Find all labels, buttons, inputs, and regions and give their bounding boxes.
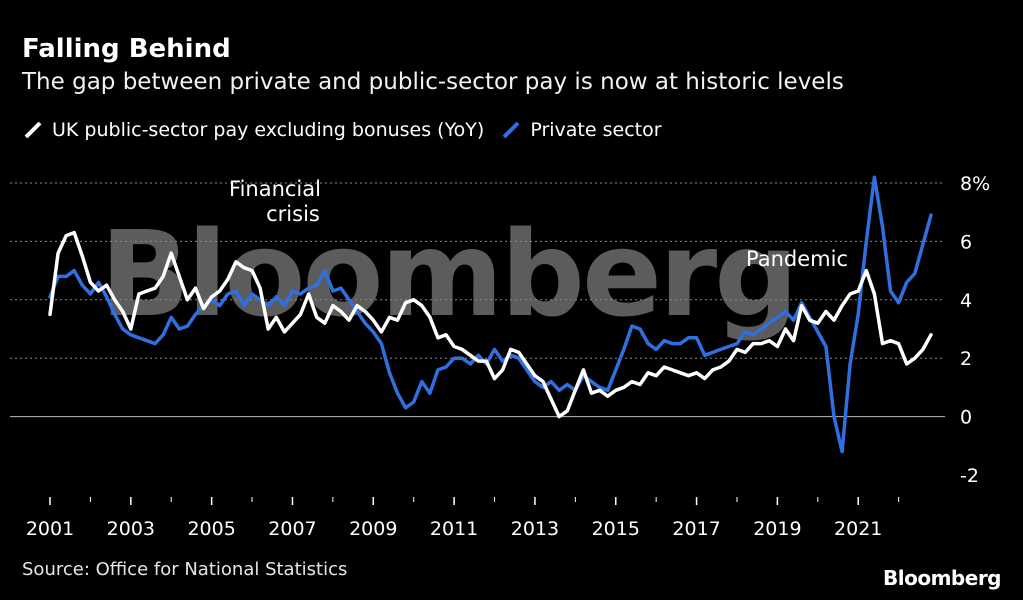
y-tick-label: -2 [960, 465, 979, 487]
x-tick-label: 2001 [26, 518, 74, 540]
source-note: Source: Office for National Statistics [22, 559, 348, 580]
x-tick-label: 2021 [834, 518, 882, 540]
y-tick-label: 4 [960, 290, 972, 312]
legend: UK public-sector pay excluding bonuses (… [22, 119, 678, 141]
y-tick-label: 0 [960, 407, 972, 429]
annotation-pandemic: Pandemic [746, 247, 848, 271]
x-tick-label: 2011 [430, 518, 478, 540]
public-sector-line [48, 230, 933, 419]
annotation-financial-crisis: crisis [266, 202, 320, 226]
y-tick-label: 2 [960, 348, 972, 370]
legend-private-label: Private sector [530, 119, 662, 141]
chart-title: Falling Behind [22, 34, 231, 64]
legend-item-public: UK public-sector pay excluding bonuses (… [22, 119, 484, 141]
legend-public-label: UK public-sector pay excluding bonuses (… [52, 119, 485, 141]
x-tick-label: 2007 [268, 518, 316, 540]
x-tick-label: 2015 [592, 518, 640, 540]
y-tick-label: 8% [960, 173, 990, 195]
chart-subtitle: The gap between private and public-secto… [22, 69, 844, 95]
private-sector-line [48, 175, 933, 454]
x-tick-label: 2019 [753, 518, 801, 540]
x-tick-label: 2005 [187, 518, 235, 540]
legend-private-swatch-icon [502, 121, 520, 139]
x-tick-label: 2009 [349, 518, 397, 540]
x-tick-label: 2017 [672, 518, 720, 540]
x-tick-label: 2003 [107, 518, 155, 540]
legend-public-swatch-icon [24, 121, 42, 139]
x-tick-label: 2013 [511, 518, 559, 540]
bloomberg-logo: Bloomberg [883, 566, 1001, 590]
legend-item-private: Private sector [500, 119, 662, 141]
y-tick-label: 6 [960, 231, 972, 253]
annotation-financial-crisis: Financial [229, 177, 321, 201]
